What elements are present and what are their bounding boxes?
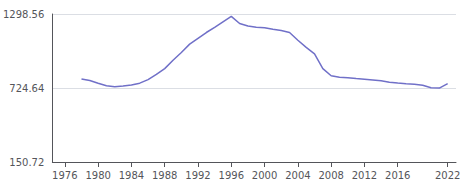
svg-text:1298.56: 1298.56 [3,9,44,20]
svg-text:150.72: 150.72 [9,157,44,168]
svg-text:2000: 2000 [252,170,277,181]
svg-text:1976: 1976 [52,170,77,181]
svg-text:1988: 1988 [152,170,177,181]
svg-text:1996: 1996 [219,170,244,181]
svg-text:2022: 2022 [435,170,460,181]
svg-text:2012: 2012 [352,170,377,181]
svg-text:2016: 2016 [385,170,410,181]
svg-text:2004: 2004 [285,170,310,181]
svg-text:1980: 1980 [85,170,110,181]
svg-text:2008: 2008 [318,170,343,181]
svg-text:1992: 1992 [185,170,210,181]
svg-text:724.64: 724.64 [9,83,44,94]
svg-text:1984: 1984 [119,170,144,181]
